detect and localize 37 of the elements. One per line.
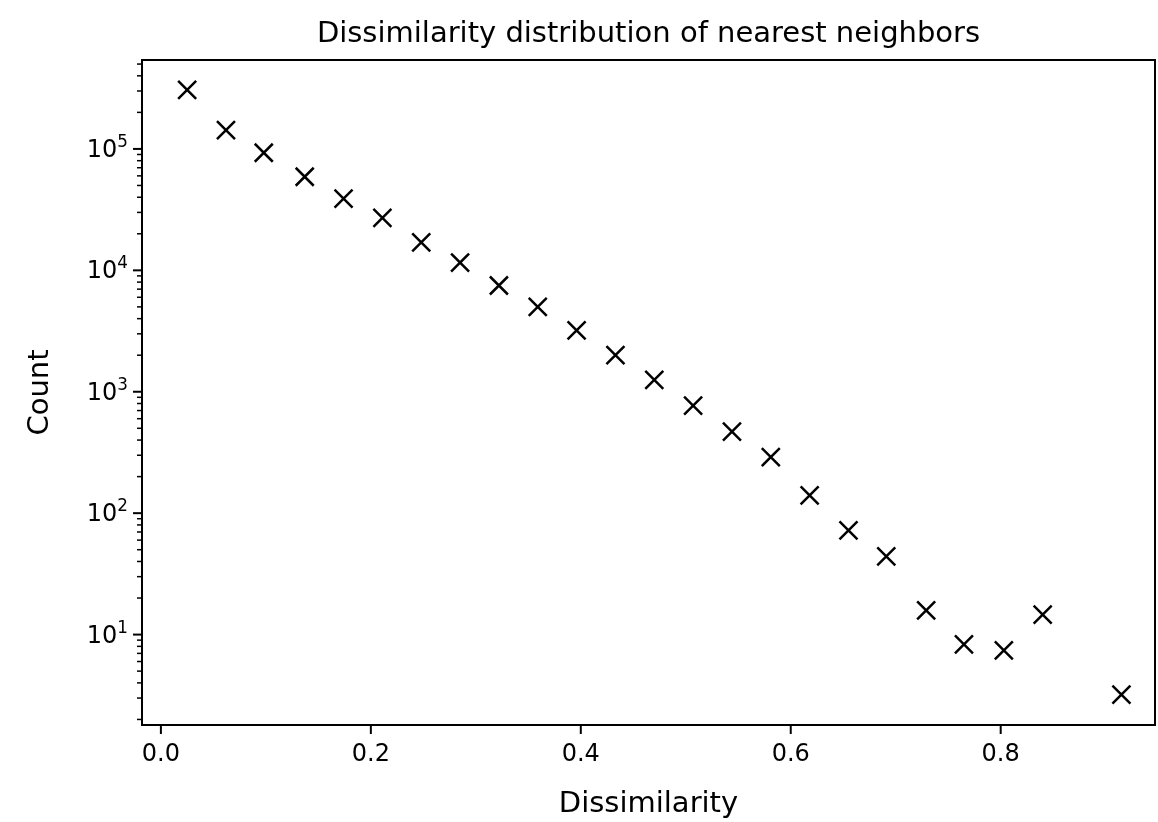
point [953, 634, 975, 655]
point [215, 119, 237, 141]
point [915, 600, 937, 621]
point [760, 446, 782, 468]
point [410, 232, 432, 253]
point [993, 640, 1015, 661]
point [799, 485, 820, 506]
point [1032, 604, 1053, 625]
y-tick-label: 10$^{1}$ [86, 616, 128, 649]
x-tick-label: 0.2 [351, 739, 390, 767]
point [876, 546, 897, 567]
point [372, 207, 393, 229]
point [176, 79, 198, 101]
x-tick-label: 0.4 [561, 739, 600, 767]
x-tick-label: 0.8 [981, 739, 1020, 767]
point [1111, 684, 1132, 705]
y-tick-label: 10$^{3}$ [86, 373, 128, 406]
y-tick-label: 10$^{2}$ [86, 495, 128, 528]
point [605, 344, 626, 366]
point [527, 296, 548, 318]
point [333, 188, 354, 209]
chart-title: Dissimilarity distribution of nearest neighbors [316, 15, 981, 49]
x-tick-label: 0.0 [141, 739, 180, 767]
x-axis-title: Dissimilarity [558, 785, 739, 819]
x-tick-label: 0.6 [771, 739, 810, 767]
point [253, 142, 275, 163]
y-tick-label: 10$^{4}$ [86, 252, 128, 285]
point [294, 166, 315, 187]
point [682, 395, 704, 416]
point [566, 320, 587, 341]
y-tick-label: 10$^{5}$ [86, 130, 128, 163]
point [721, 421, 743, 442]
point [488, 275, 510, 296]
point [838, 520, 859, 541]
point [644, 369, 665, 391]
y-axis-title: Count [21, 349, 55, 436]
point [449, 252, 471, 273]
